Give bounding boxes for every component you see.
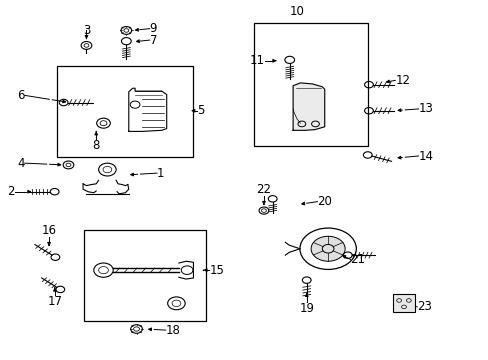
Text: 1: 1 (157, 167, 164, 180)
Circle shape (310, 236, 345, 261)
Text: 17: 17 (47, 295, 62, 308)
Text: 3: 3 (82, 24, 90, 37)
Text: 22: 22 (256, 183, 271, 196)
Text: 2: 2 (7, 185, 15, 198)
Text: 12: 12 (394, 74, 409, 87)
Text: 8: 8 (92, 139, 100, 152)
Bar (57, 66, 193, 157)
Text: 20: 20 (317, 195, 332, 208)
Text: 6: 6 (17, 89, 25, 102)
Text: 19: 19 (299, 302, 314, 315)
Text: 10: 10 (289, 5, 304, 18)
Text: 23: 23 (416, 300, 431, 314)
Text: 14: 14 (418, 149, 433, 162)
Bar (392, 294, 414, 312)
Text: 18: 18 (165, 324, 180, 337)
Text: 4: 4 (17, 157, 25, 170)
Text: 5: 5 (197, 104, 204, 117)
Polygon shape (292, 83, 324, 130)
Text: 9: 9 (149, 22, 157, 35)
Text: 16: 16 (41, 224, 57, 237)
Bar (254, 23, 368, 147)
Text: 15: 15 (209, 264, 224, 276)
Text: 13: 13 (418, 103, 432, 116)
Text: 21: 21 (350, 253, 365, 266)
Text: 11: 11 (249, 54, 264, 67)
Text: 7: 7 (149, 33, 157, 46)
Bar (84, 230, 205, 321)
